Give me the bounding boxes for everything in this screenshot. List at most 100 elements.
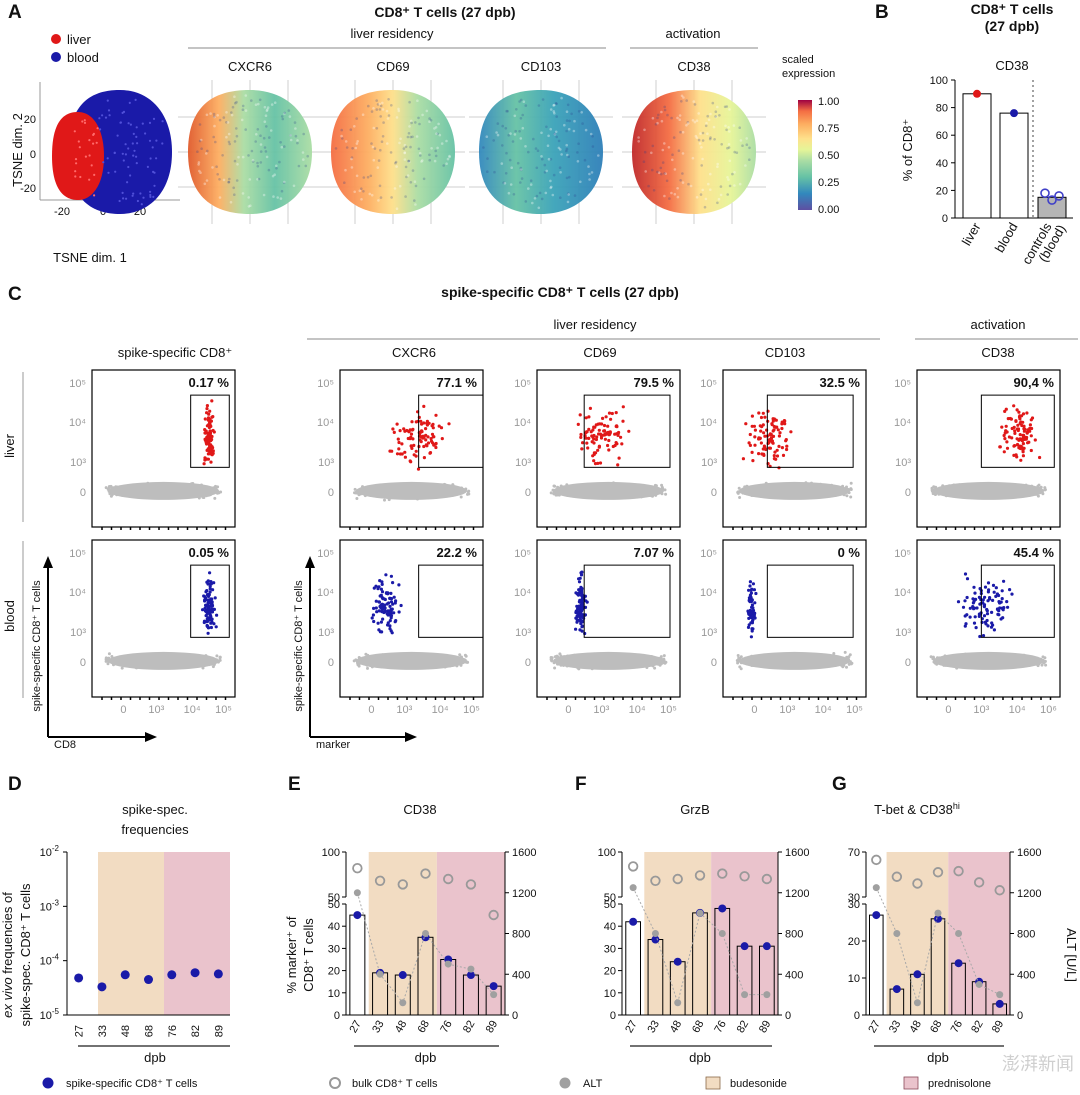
tsne-speckle xyxy=(271,174,275,178)
flow-negative-dot xyxy=(459,495,463,499)
tsne-speckle xyxy=(660,110,663,114)
flow-positive-dot xyxy=(398,429,402,433)
flow-negative-dot xyxy=(354,491,358,495)
flow-positive-dot xyxy=(972,621,977,625)
tsne-speckle xyxy=(716,105,719,109)
flow-ytick-label: 10³ xyxy=(70,457,86,469)
tsne-dot xyxy=(155,157,158,160)
flow-positive-dot xyxy=(208,584,212,589)
flow-positive-dot xyxy=(956,600,961,604)
tsne-speckle xyxy=(513,133,517,136)
flow-negative-dot xyxy=(215,654,219,658)
tsne-speckle xyxy=(506,109,509,113)
chart-e-bulk-point xyxy=(397,879,408,890)
flow-positive-dot xyxy=(1010,436,1014,440)
flow-positive-dot xyxy=(576,422,580,426)
flow-positive-dot xyxy=(607,448,611,452)
tsne-dot xyxy=(152,195,155,198)
tsne-dot xyxy=(132,192,135,195)
flow-positive-dot xyxy=(748,580,753,584)
tsne-dot xyxy=(148,139,152,142)
flow-positive-dot xyxy=(209,460,213,464)
flow-positive-dot xyxy=(596,448,600,452)
flow-positive-dot xyxy=(1021,450,1025,454)
tsne-speckle xyxy=(519,137,523,140)
flow-xtick-label: 0 xyxy=(120,704,126,716)
flow-negative-dot xyxy=(841,665,845,669)
tsne-speckle xyxy=(496,133,500,137)
tsne-speckle xyxy=(227,180,230,184)
flow-positive-dot xyxy=(584,599,588,603)
tsne-speckle xyxy=(408,100,411,104)
tsne-speckle xyxy=(445,139,448,143)
flow-positive-dot xyxy=(994,586,998,590)
flow-positive-dot xyxy=(378,630,382,634)
flow-positive-dot xyxy=(579,432,583,437)
marker-title-cd103: CD103 xyxy=(521,59,561,74)
flow-positive-dot xyxy=(208,429,212,433)
chart-g-xtick-label: 27 xyxy=(866,1019,883,1036)
chart-f-y2tick-label: 800 xyxy=(785,929,803,941)
flow-positive-dot xyxy=(1004,424,1008,428)
tsne-speckle xyxy=(199,138,203,142)
tsne-speckle xyxy=(554,130,558,134)
flow-positive-dot xyxy=(434,445,438,450)
chart-e-bulk-point xyxy=(420,868,431,879)
tsne-speckle xyxy=(372,107,375,110)
flow-positive-dot xyxy=(208,587,212,591)
flow-positive-dot xyxy=(377,600,381,604)
flow-negative-core xyxy=(933,651,1044,670)
tsne-speckle xyxy=(249,204,252,207)
tsne-speckle xyxy=(266,108,269,111)
flow-ytick-label: 10⁴ xyxy=(69,587,86,599)
tsne-speckle xyxy=(659,166,663,170)
watermark: 澎湃新闻 xyxy=(1002,1054,1074,1074)
tsne-speckle xyxy=(247,205,251,208)
chart-g-ytick-upper-label: 30 xyxy=(848,892,860,904)
flow-positive-dot xyxy=(412,443,416,447)
flow-positive-dot xyxy=(1018,414,1022,418)
flow-ylabel-2: spike-specific CD8⁺ T cells xyxy=(293,580,305,712)
chart-g-ytick-label: 10 xyxy=(848,973,860,985)
tsne-speckle xyxy=(367,104,370,108)
flow-col-title-1: spike-specific CD8⁺ xyxy=(118,345,233,360)
tsne-speckle xyxy=(375,108,379,111)
tsne-speckle xyxy=(692,100,696,103)
tsne-speckle xyxy=(644,170,647,173)
colorbar-tick-050: 0.50 xyxy=(818,150,839,162)
d-xtick-label: 68 xyxy=(144,1025,156,1037)
tsne-speckle xyxy=(420,160,423,163)
tsne-speckle xyxy=(573,119,576,123)
flow-positive-dot xyxy=(209,443,213,447)
flow-positive-dot xyxy=(424,427,428,431)
flow-positive-dot xyxy=(1029,418,1033,422)
tsne-dot xyxy=(127,147,130,150)
tsne-speckle xyxy=(584,128,588,132)
flow-frame xyxy=(916,369,1061,528)
flow-positive-dot xyxy=(594,423,598,427)
flow-positive-dot xyxy=(998,445,1002,449)
flow-positive-dot xyxy=(205,589,209,593)
chart-f-xtick-label: 27 xyxy=(623,1019,640,1036)
tsne-speckle xyxy=(565,176,569,180)
tsne-speckle xyxy=(256,178,259,181)
tsne-speckle xyxy=(382,121,385,124)
flow-positive-dot xyxy=(578,576,582,580)
tsne-speckle xyxy=(507,134,511,137)
colorbar xyxy=(798,100,812,210)
tsne-speckle xyxy=(723,105,727,109)
tsne-speckle xyxy=(519,168,523,172)
flow-ytick-label: 10⁵ xyxy=(514,548,531,560)
flow-positive-dot xyxy=(1005,440,1009,444)
tsne-speckle xyxy=(728,108,731,111)
chart-f-spike-point xyxy=(740,942,749,951)
tsne-speckle xyxy=(563,123,566,127)
tsne-speckle xyxy=(549,179,552,183)
tsne-speckle xyxy=(549,157,553,161)
flow-negative-dot xyxy=(104,486,108,490)
flow-negative-dot xyxy=(1043,656,1047,660)
tsne-speckle xyxy=(727,146,731,149)
tsne-xtick-0: 0 xyxy=(100,206,106,218)
chart-f-alt-point xyxy=(696,909,704,917)
flow-positive-dot xyxy=(784,439,788,443)
